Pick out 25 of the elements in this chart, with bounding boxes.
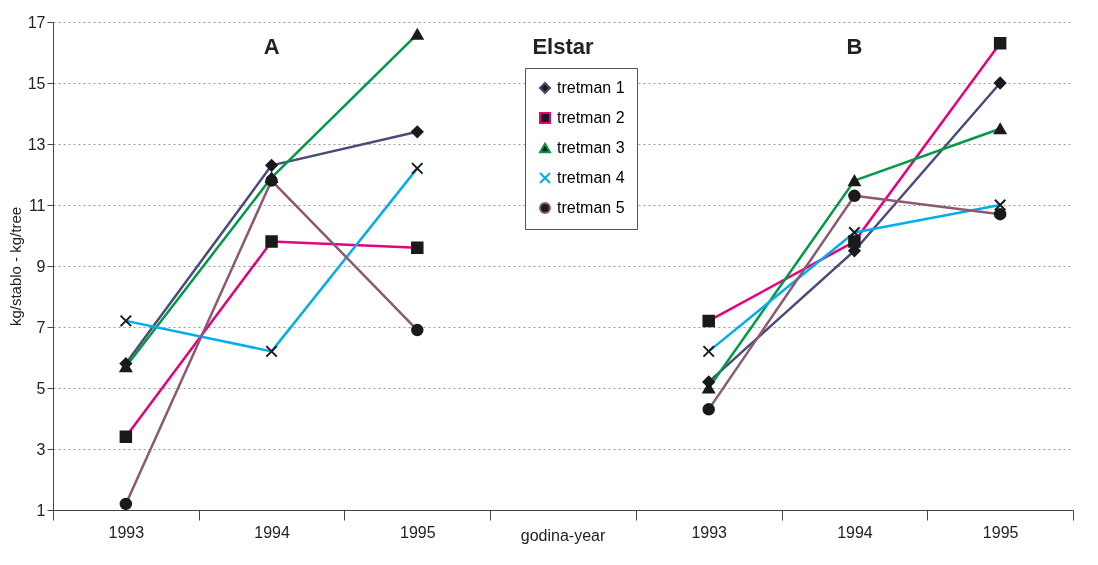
annotation: A (263, 33, 280, 59)
legend-label: tretman 5 (557, 199, 625, 216)
y-tick-label: 3 (36, 440, 46, 458)
x-tick-label: 1994 (254, 523, 290, 541)
x-tick-label: 1993 (691, 523, 728, 541)
y-tick-label: 11 (28, 196, 46, 214)
y-tick-label: 5 (36, 379, 46, 397)
y-tick-label: 17 (27, 13, 46, 31)
legend-label: tretman 2 (557, 109, 625, 126)
x-tick-label: 1994 (837, 523, 873, 541)
y-tick-label: 1 (36, 501, 46, 519)
x-axis-title: godina-year (520, 527, 606, 544)
x-tick-label: 1995 (982, 523, 1019, 541)
y-tick-label: 7 (36, 318, 46, 336)
legend-label: tretman 4 (557, 169, 625, 186)
x-tick-label: 1993 (108, 523, 145, 541)
y-axis-title: kg/stablo - kg/tree (6, 206, 24, 327)
annotation: B (846, 33, 863, 59)
legend-label: tretman 1 (557, 79, 625, 96)
legend-label: tretman 3 (557, 139, 625, 156)
y-tick-label: 15 (27, 74, 46, 92)
y-tick-label: 9 (36, 257, 46, 275)
y-tick-label: 13 (27, 135, 46, 153)
text: Elstar (532, 33, 594, 59)
x-tick-label: 1995 (399, 523, 436, 541)
